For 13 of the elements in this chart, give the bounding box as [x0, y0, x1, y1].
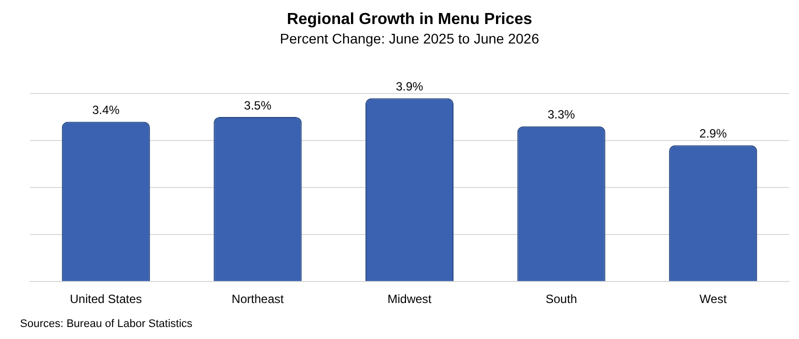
source-note: Sources: Bureau of Labor Statistics — [20, 318, 192, 330]
x-tick-label: West — [700, 292, 728, 306]
x-tick-label: South — [546, 292, 577, 306]
x-tick-label: Northeast — [232, 292, 284, 306]
data-label: 2.9% — [699, 126, 728, 141]
data-label: 3.4% — [92, 103, 120, 118]
data-label: 3.5% — [244, 98, 272, 112]
chart-title: Regional Growth in Menu Prices — [286, 11, 532, 28]
x-tick-label: United States — [70, 292, 142, 306]
data-label: 3.9% — [396, 80, 424, 94]
data-label: 3.3% — [548, 108, 576, 122]
chart-subtitle: Percent Change: June 2025 to June 2026 — [280, 30, 540, 46]
x-tick-label: Midwest — [387, 292, 432, 306]
